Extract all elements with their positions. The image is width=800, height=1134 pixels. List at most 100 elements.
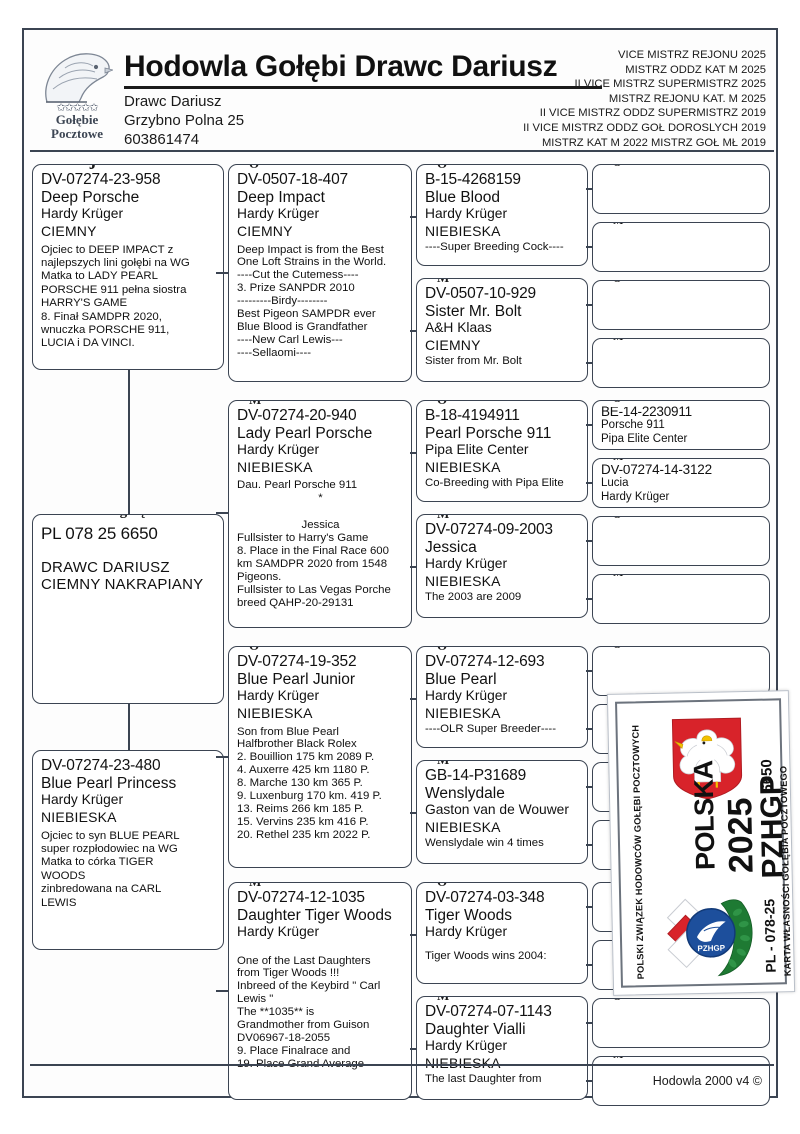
- gen3-name: Blue Pearl: [425, 670, 497, 688]
- sex-label: O: [431, 883, 454, 889]
- father-ring: DV-07274-23-958: [41, 171, 161, 188]
- gen3-box[interactable]: O B-15-4268159 Blue Blood Hardy Krüger N…: [416, 164, 588, 266]
- gen2-breeder: Hardy Krüger: [237, 688, 320, 703]
- gen2-box[interactable]: O DV-0507-18-407 Deep Impact Hardy Krüge…: [228, 164, 412, 382]
- gen3-ring: B-15-4268159: [425, 171, 521, 188]
- gen3-box[interactable]: O DV-07274-12-693 Blue Pearl Hardy Krüge…: [416, 646, 588, 748]
- achievement-item: VICE MISTRZ REJONU 2025: [618, 49, 766, 61]
- gen4-ring: DV-07274-14-3122: [601, 462, 712, 477]
- gen4-box[interactable]: O: [592, 646, 770, 696]
- gen3-notes: Tiger Woods wins 2004:: [425, 949, 547, 962]
- ownership-card[interactable]: POLSKI ZWIĄZEK HODOWCÓW GOŁĘBI POCZTOWYC…: [606, 690, 796, 996]
- gen2-breeder: Hardy Krüger: [237, 206, 320, 221]
- gen4-name: Porsche 911: [601, 419, 665, 431]
- ownership-card-frame: POLSKI ZWIĄZEK HODOWCÓW GOŁĘBI POCZTOWYC…: [615, 698, 793, 988]
- gen4-box[interactable]: O: [592, 164, 770, 214]
- gen3-color: NIEBIESKA: [425, 704, 501, 721]
- gen2-box[interactable]: M DV-07274-20-940 Lady Pearl Porsche Har…: [228, 400, 412, 628]
- achievement-item: MISTRZ ODDZ KAT M 2025: [625, 63, 766, 76]
- gen3-ring: B-18-4194911: [425, 407, 520, 424]
- connector-line: [410, 330, 416, 332]
- gen4-box[interactable]: M: [592, 222, 770, 272]
- father-color: CIEMNY: [41, 222, 97, 239]
- gen2-name: Daughter Tiger Woods: [237, 906, 392, 924]
- connector-line: [410, 216, 416, 218]
- gen3-name: Wenslydale: [425, 784, 505, 802]
- father-notes: Ojciec to DEEP IMPACT z najlepszych lini…: [41, 243, 190, 350]
- achievement-item: MISTRZ KAT M 2022 MISTRZ GOŁ MŁ 2019: [541, 136, 766, 149]
- logo-line-1: Gołębie: [55, 112, 99, 127]
- gen4-box[interactable]: M: [592, 574, 770, 624]
- sex-label: O: [607, 401, 628, 407]
- gen3-box[interactable]: M DV-07274-07-1143 Daughter Vialli Hardy…: [416, 996, 588, 1100]
- gen4-ring: BE-14-2230911: [601, 404, 692, 419]
- gen4-name: Lucia: [601, 477, 629, 489]
- gen3-name: Blue Blood: [425, 188, 500, 206]
- gen4-box[interactable]: O: [592, 998, 770, 1048]
- achievement-item: MISTRZ REJONU KAT. M 2025: [608, 92, 766, 105]
- sex-label: O: [607, 647, 628, 653]
- connector-line: [586, 598, 592, 600]
- connector-line: [216, 990, 228, 992]
- gen3-breeder: Hardy Krüger: [425, 924, 508, 939]
- gen4-box[interactable]: O BE-14-2230911 Porsche 911 Pipa Elite C…: [592, 400, 770, 450]
- pigeon-head-icon: [45, 53, 113, 103]
- gen3-ring: DV-07274-09-2003: [425, 521, 553, 538]
- gen3-ring: GB-14-P31689: [425, 767, 526, 784]
- logo-line-2: Pocztowe: [51, 126, 103, 141]
- mother-breeder: Hardy Krüger: [41, 792, 124, 807]
- gen3-breeder: Hardy Krüger: [425, 556, 508, 571]
- sex-label: M: [607, 459, 630, 465]
- gen3-box[interactable]: M DV-07274-09-2003 Jessica Hardy Krüger …: [416, 514, 588, 618]
- gen3-notes: Co-Breeding with Pipa Elite: [425, 476, 564, 489]
- gen3-name: Jessica: [425, 538, 477, 556]
- mother-box[interactable]: Matka DV-07274-23-480 Blue Pearl Princes…: [32, 750, 224, 950]
- connector-line: [586, 482, 592, 484]
- subject-color: CIEMNY NAKRAPIANY: [41, 575, 204, 593]
- father-box[interactable]: Ojciec DV-07274-23-958 Deep Porsche Hard…: [32, 164, 224, 370]
- achievement-list: VICE MISTRZ REJONU 2025 MISTRZ ODDZ KAT …: [523, 48, 766, 150]
- sex-label: M: [607, 339, 630, 345]
- card-left-text: POLSKI ZWIĄZEK HODOWCÓW GOŁĘBI POCZTOWYC…: [630, 724, 646, 980]
- connector-line: [586, 304, 592, 306]
- gen3-box[interactable]: O DV-07274-03-348 Tiger Woods Hardy Krüg…: [416, 882, 588, 984]
- connector-line: [410, 1048, 416, 1050]
- gen3-notes: ----OLR Super Breeder----: [425, 722, 557, 735]
- mother-notes: Ojciec to syn BLUE PEARL super rozpłodow…: [41, 829, 180, 909]
- gen3-color: NIEBIESKA: [425, 222, 501, 239]
- gen2-color: NIEBIESKA: [237, 458, 313, 475]
- gen3-box[interactable]: M DV-0507-10-929 Sister Mr. Bolt A&H Kla…: [416, 278, 588, 382]
- gen3-breeder: Pipa Elite Center: [425, 442, 529, 457]
- connector-line: [586, 424, 592, 426]
- sex-label: O: [607, 165, 628, 171]
- gen4-box[interactable]: M DV-07274-14-3122 Lucia Hardy Krüger: [592, 458, 770, 508]
- achievement-item: II VICE MISTRZ SUPERMISTRZ 2025: [574, 78, 766, 91]
- subject-box[interactable]: Rodowód gołębia PL 078 25 6650 DRAWC DAR…: [32, 514, 224, 704]
- logo-stars: ✩✩✩✩✩: [56, 102, 98, 114]
- sex-label: M: [607, 223, 630, 229]
- svg-text:PZHGP: PZHGP: [697, 944, 725, 954]
- gen3-color: NIEBIESKA: [425, 458, 501, 475]
- gen2-box[interactable]: M DV-07274-12-1035 Daughter Tiger Woods …: [228, 882, 412, 1100]
- connector-line: [216, 512, 228, 514]
- father-label: Ojciec: [69, 165, 133, 169]
- gen3-color: NIEBIESKA: [425, 572, 501, 589]
- title-underline: [124, 86, 602, 89]
- sex-label: M: [431, 515, 456, 521]
- gen3-box[interactable]: O B-18-4194911 Pearl Porsche 911 Pipa El…: [416, 400, 588, 502]
- gen2-notes: Dau. Pearl Porsche 911: [237, 478, 358, 491]
- connector-line: [586, 906, 592, 908]
- gen4-box[interactable]: M: [592, 338, 770, 388]
- gen3-ring: DV-07274-03-348: [425, 889, 545, 906]
- gen3-name: Pearl Porsche 911: [425, 424, 552, 442]
- father-name: Deep Porsche: [41, 188, 140, 206]
- gen2-ring: DV-0507-18-407: [237, 171, 348, 188]
- gen4-box[interactable]: O: [592, 280, 770, 330]
- subject-label: Rodowód gołębia: [49, 515, 172, 519]
- gen4-box[interactable]: M: [592, 1056, 770, 1106]
- gen2-box[interactable]: O DV-07274-19-352 Blue Pearl Junior Hard…: [228, 646, 412, 868]
- gen4-box[interactable]: O: [592, 516, 770, 566]
- sex-label: O: [607, 999, 628, 1005]
- gen3-box[interactable]: M GB-14-P31689 Wenslydale Gaston van de …: [416, 760, 588, 864]
- connector-line: [586, 786, 592, 788]
